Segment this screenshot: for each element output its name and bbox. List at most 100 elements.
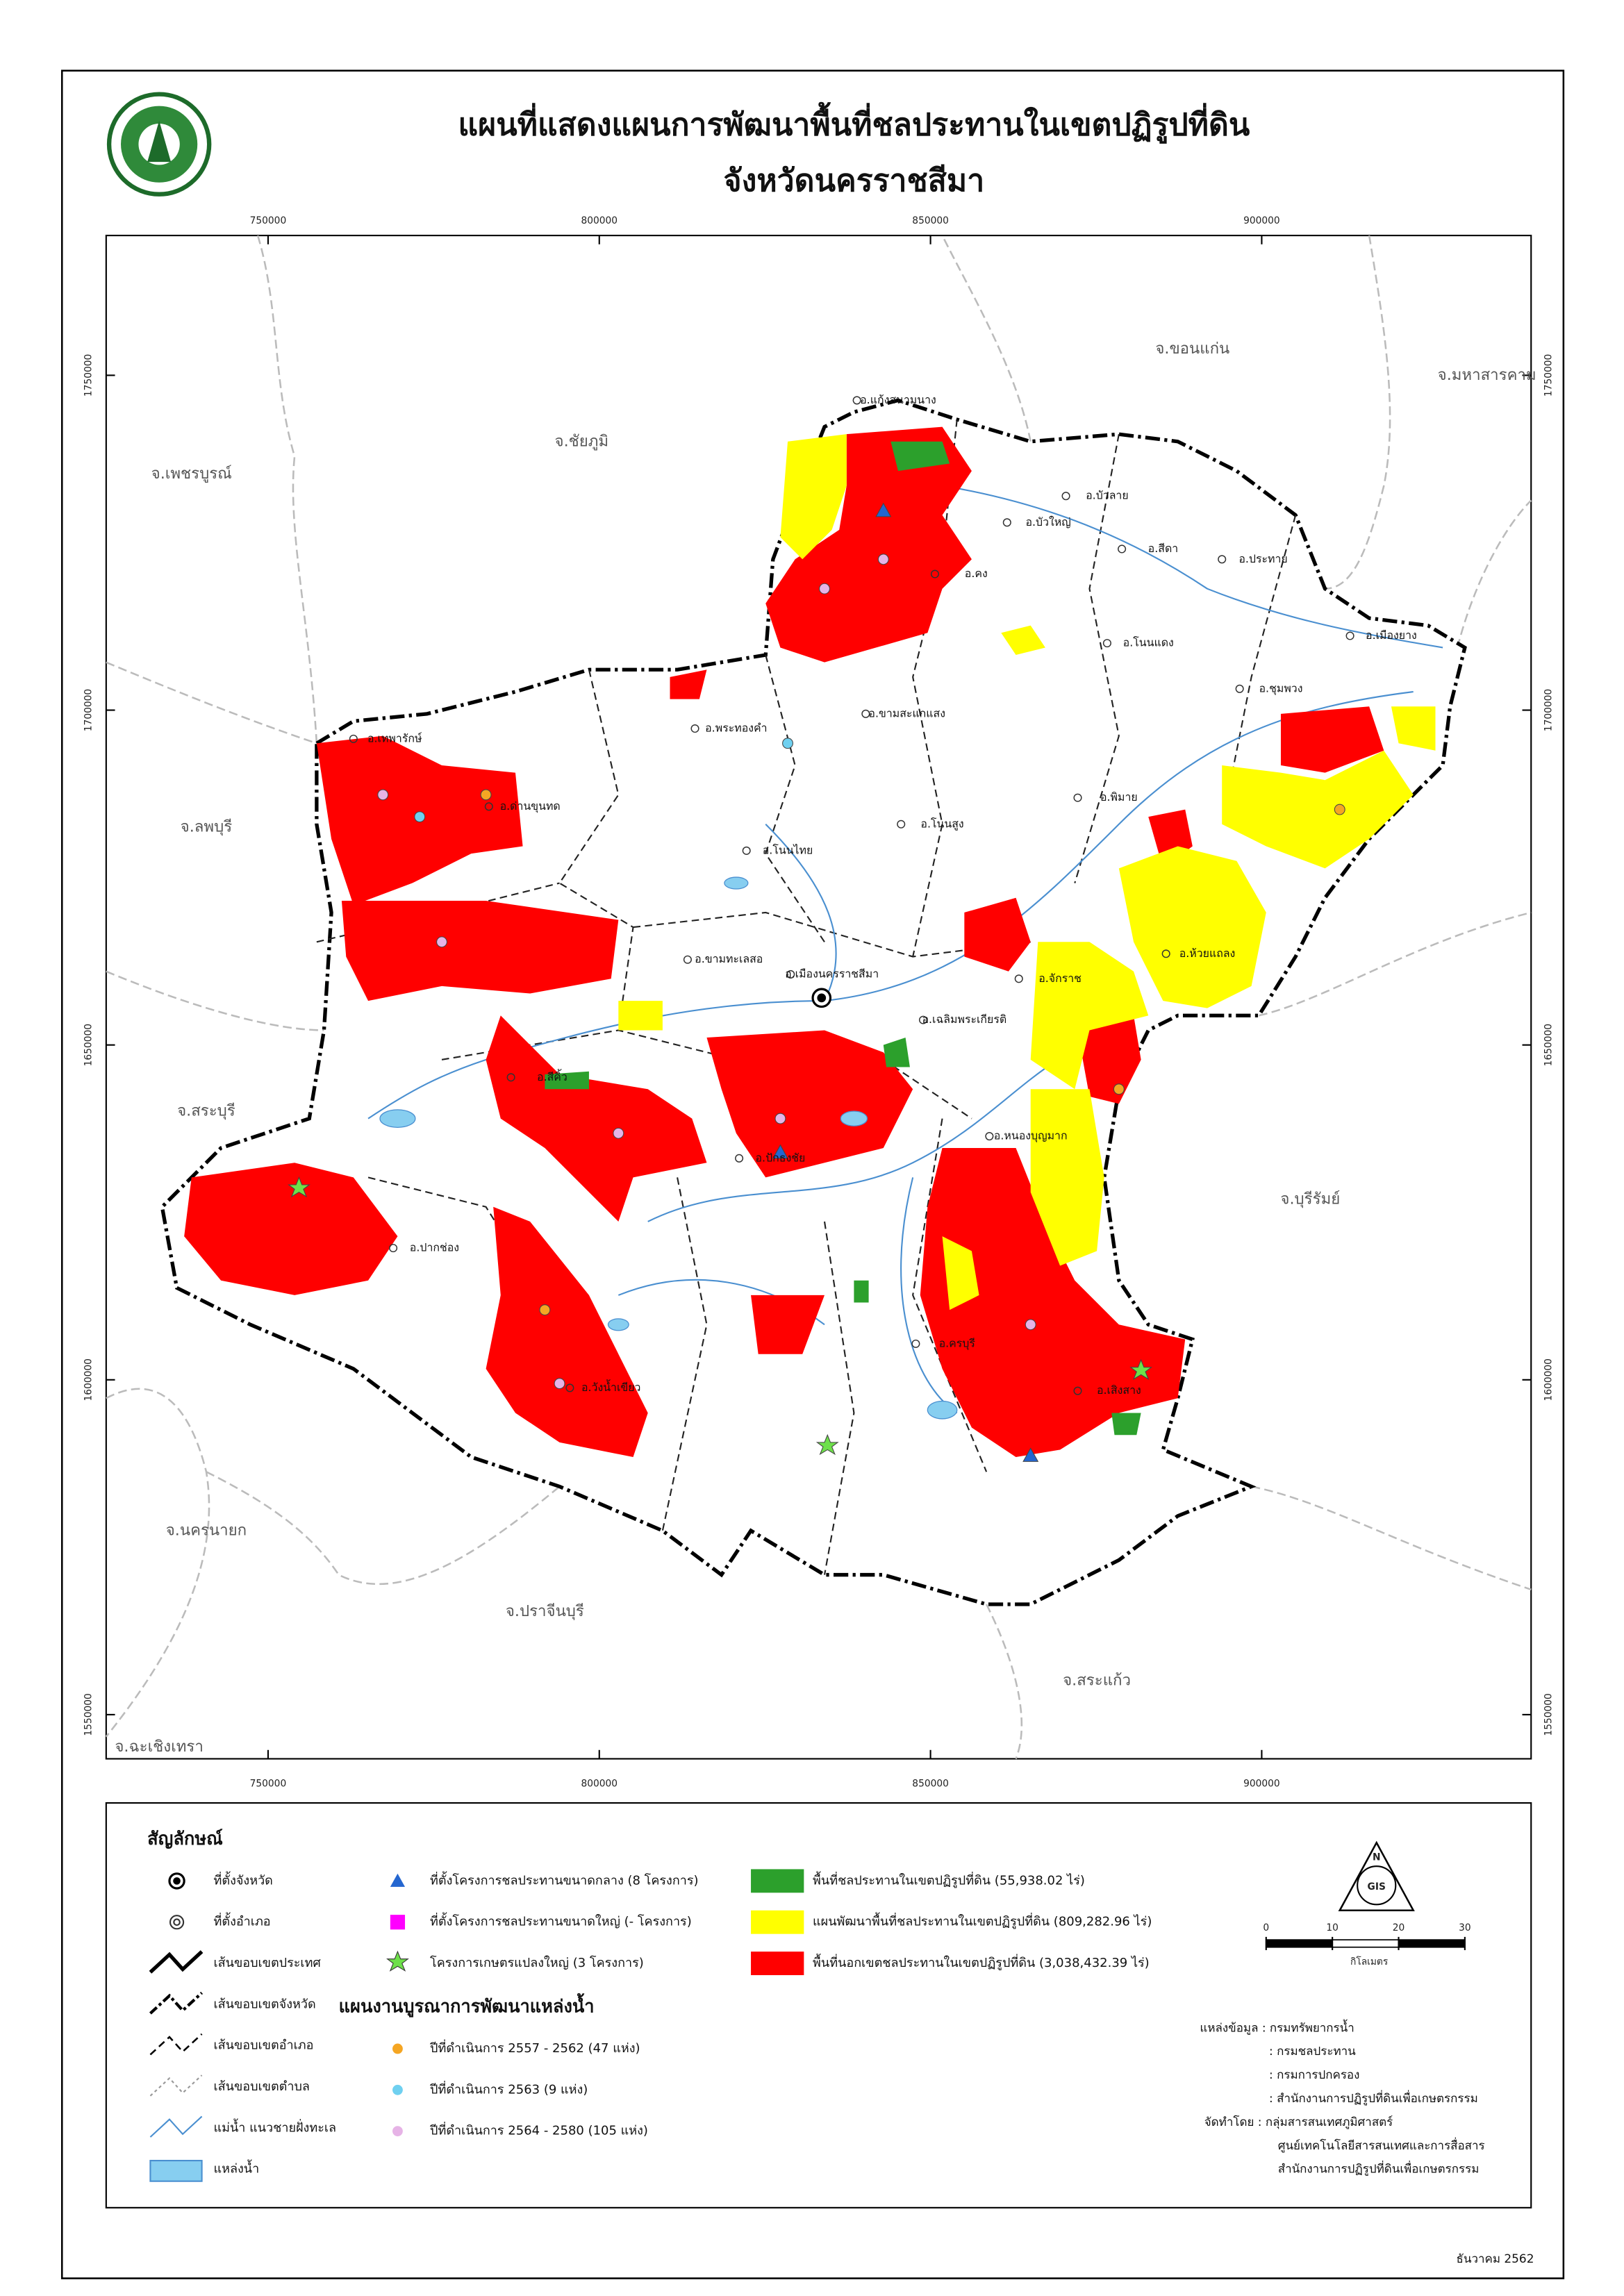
province-seat: [811, 988, 832, 1008]
district-label: อ.ห้วยแถลง: [1179, 947, 1236, 960]
x-coordinate-label: 850000: [912, 1779, 949, 1790]
scale-label: 0: [1263, 1922, 1269, 1933]
legend-frame: [105, 1802, 1532, 2208]
district-label: อ.ปากช่อง: [410, 1241, 459, 1254]
y-coordinate-label: 1550000: [1543, 1693, 1555, 1736]
district-label: อ.ชุมพวง: [1259, 681, 1302, 695]
province-label: จ.บุรีรัมย์: [1280, 1190, 1340, 1208]
district-seat: [930, 569, 939, 579]
x-coordinate-label: 800000: [581, 1779, 618, 1790]
province-label: จ.ชัยภูมิ: [555, 432, 609, 450]
legend-label: พื้นที่นอกเขตชลประทานในเขตปฏิรูปที่ดิน (…: [813, 1954, 1150, 1970]
x-coordinate-label: 900000: [1243, 215, 1280, 226]
x-coordinate-label: 800000: [581, 215, 618, 226]
district-label: อ.สีคิ้ว: [537, 1069, 567, 1083]
legend-label: ปีที่ดำเนินการ 2563 (9 แห่ง): [430, 2080, 588, 2097]
legend-label: เส้นขอบเขตอำเภอ: [214, 2038, 314, 2053]
source-line: : กรมการปกครอง: [1269, 2068, 1359, 2081]
district-label: อ.คง: [965, 567, 988, 580]
district-seat: [1345, 631, 1354, 640]
x-coordinate-label: 750000: [250, 1779, 287, 1790]
district-seat: [786, 970, 795, 979]
district-label: อ.โนนแดง: [1123, 636, 1174, 649]
subtitle: จังหวัดนครราชสีมา: [724, 163, 985, 199]
y-coordinate-label: 1550000: [83, 1693, 94, 1736]
legend-label: ที่ตั้งโครงการชลประทานขนาดใหญ่ (- โครงกา…: [430, 1913, 692, 1929]
legend-label: ที่ตั้งจังหวัด: [214, 1871, 273, 1888]
x-coordinate-label: 750000: [250, 215, 287, 226]
district-seat: [918, 1015, 928, 1024]
district-seat: [565, 1383, 574, 1392]
province-label: จ.มหาสารคาม: [1438, 366, 1536, 384]
project-points: [288, 502, 1345, 1462]
district-seat: [1118, 544, 1127, 554]
north-logo: GIS: [1368, 1881, 1386, 1892]
y-coordinate-label: 1650000: [83, 1024, 94, 1066]
district-seat: [1014, 974, 1023, 983]
district-seat: [506, 1073, 515, 1082]
district-label: อ.วังน้ำเขียว: [581, 1379, 641, 1394]
province-label: จ.นครนายก: [166, 1522, 247, 1540]
scale-unit: กิโลเมตร: [1350, 1956, 1388, 1968]
district-label: อ.ประทาย: [1238, 552, 1287, 565]
legend-label: ที่ตั้งโครงการชลประทานขนาดกลาง (8 โครงกา…: [430, 1871, 698, 1888]
district-label: อ.แก้งสนามนาง: [860, 393, 936, 406]
source-line: แหล่งข้อมูล : กรมทรัพยากรน้ำ: [1200, 2019, 1354, 2035]
source-line: : กรมชลประทาน: [1269, 2044, 1356, 2058]
irrigation-plan-areas: [618, 434, 1436, 1311]
scale-segment: [1398, 1940, 1465, 1947]
legend-label: โครงการเกษตรแปลงใหญ่ (3 โครงการ): [430, 1955, 644, 1970]
y-coordinate-label: 1650000: [1543, 1024, 1555, 1066]
district-seat: [861, 709, 870, 718]
district-seat: [484, 802, 493, 811]
logo: [106, 92, 212, 197]
district-seat: [683, 955, 692, 964]
x-coordinate-label: 850000: [912, 215, 949, 226]
province-label: จ.ปราจีนบุรี: [506, 1602, 584, 1620]
district-seat: [852, 396, 861, 405]
district-label: อ.บัวใหญ่: [1025, 515, 1070, 529]
district-seat: [1102, 639, 1111, 648]
legend-label: ปีที่ดำเนินการ 2564 - 2580 (105 แห่ง): [430, 2122, 648, 2138]
district-label: อ.ขามสะแกแสง: [868, 706, 945, 719]
district-label: อ.โนนไทย: [763, 843, 813, 856]
x-coordinate-label: 900000: [1243, 1779, 1280, 1790]
source-line: จัดทำโดย : กลุ่มสารสนเทศภูมิศาสตร์: [1204, 2115, 1393, 2129]
province-label: จ.เพชรบูรณ์: [151, 465, 232, 483]
province-label: จ.ลพบุรี: [181, 818, 233, 836]
scale-label: 30: [1459, 1922, 1471, 1933]
non-irrigated-areas: [184, 426, 1384, 1458]
legend-label: พื้นที่ชลประทานในเขตปฏิรูปที่ดิน (55,938…: [813, 1871, 1085, 1888]
district-label: อ.ปักธงชัย: [756, 1151, 806, 1164]
district-label: อ.เมืองยาง: [1366, 629, 1417, 642]
north-arrow: [1338, 1840, 1415, 1912]
neighbor-borders: [105, 235, 1532, 1759]
title: แผนที่แสดงแผนการพัฒนาพื้นที่ชลประทานในเข…: [458, 101, 1250, 144]
district-label: อ.ขามทะเลสอ: [695, 952, 763, 965]
district-seat: [1073, 793, 1082, 802]
north-label: N: [1373, 1852, 1381, 1863]
district-seat: [1218, 555, 1227, 564]
legend-subtitle: แผนงานบูรณาการพัฒนาแหล่งน้ำ: [339, 1993, 595, 2018]
district-seat: [985, 1132, 994, 1141]
district-seat: [349, 734, 358, 743]
legend-label: เส้นขอบเขตจังหวัด: [214, 1997, 316, 2011]
province-label: จ.สระแก้ว: [1063, 1672, 1131, 1690]
district-seat: [897, 820, 906, 829]
legend-label: เส้นขอบเขตตำบล: [214, 2079, 310, 2094]
province-label: จ.ฉะเชิงเทรา: [115, 1738, 204, 1756]
district-label: อ.สีดา: [1148, 542, 1179, 555]
district-seat: [742, 846, 751, 855]
district-seat: [690, 724, 699, 733]
district-label: อ.พิมาย: [1100, 790, 1138, 804]
district-labels: อ.แก้งสนามนางอ.บัวลายอ.บัวใหญ่อ.สีดาอ.ปร…: [349, 393, 1417, 1397]
legend-title: สัญลักษณ์: [147, 1828, 223, 1849]
district-seat: [1235, 684, 1244, 693]
sheet-border: [60, 69, 1565, 2279]
district-label: อ.จักราช: [1038, 972, 1082, 985]
scale-segment: [1266, 1940, 1333, 1947]
province-label: จ.สระบุรี: [177, 1102, 235, 1120]
district-label: อ.ด่านขุนทด: [500, 799, 561, 813]
district-label: อ.บัวลาย: [1086, 489, 1129, 502]
